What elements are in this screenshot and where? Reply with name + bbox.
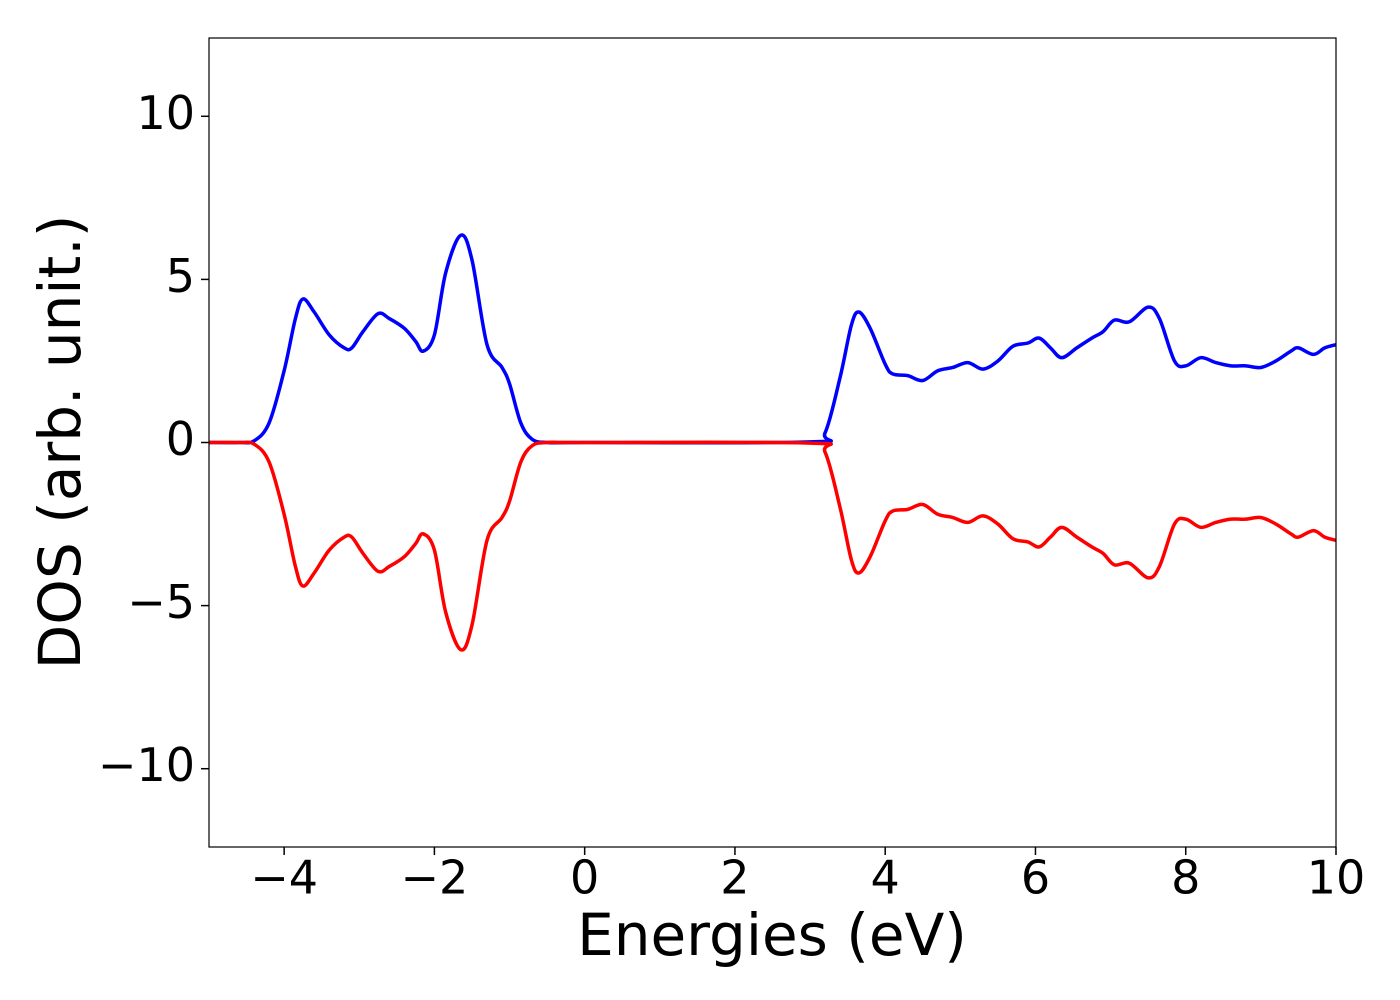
x-tick-label: 0 <box>570 851 599 905</box>
y-axis-label: DOS (arb. unit.) <box>26 215 94 670</box>
dos-line <box>208 440 1337 652</box>
x-tick-label: 4 <box>871 851 900 905</box>
x-tick-label: −4 <box>250 851 318 905</box>
y-tick-label: −10 <box>98 738 195 792</box>
x-tick-label: 6 <box>1021 851 1050 905</box>
plot-frame <box>208 37 1337 848</box>
x-axis-label: Energies (eV) <box>577 901 967 969</box>
y-tick-label: 5 <box>166 249 195 303</box>
dos-line <box>208 233 1337 445</box>
x-tick-label: −2 <box>400 851 468 905</box>
x-tick-label: 8 <box>1171 851 1200 905</box>
y-tick-label: −5 <box>127 575 195 629</box>
y-tick-label: 0 <box>166 412 195 466</box>
y-tick-label: 10 <box>136 86 195 140</box>
x-tick-label: 10 <box>1307 851 1366 905</box>
x-tick-label: 2 <box>720 851 749 905</box>
